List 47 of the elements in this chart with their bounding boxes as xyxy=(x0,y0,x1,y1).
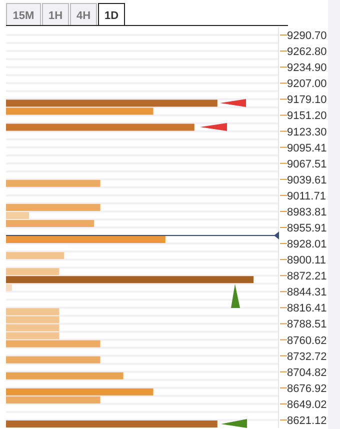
bar xyxy=(6,204,100,211)
bar xyxy=(6,340,100,348)
y-tick-label: 9207.00 xyxy=(287,78,327,90)
y-tick-label: 8732.72 xyxy=(287,350,327,363)
bar xyxy=(6,236,166,244)
y-tick-label: 8704.82 xyxy=(287,366,327,379)
y-tick-label: 9039.61 xyxy=(287,174,327,186)
y-tick-label: 9234.90 xyxy=(287,62,327,74)
bar xyxy=(6,252,64,260)
text: 1H xyxy=(48,10,63,22)
y-tick-label: 8760.62 xyxy=(287,334,327,347)
bar xyxy=(6,108,154,115)
y-tick-label: 8621.12 xyxy=(287,414,327,427)
bar xyxy=(6,372,124,380)
y-tick-label: 9123.30 xyxy=(287,126,327,138)
y-tick-label: 9151.20 xyxy=(287,110,327,122)
y-tick-label: 8900.11 xyxy=(287,254,326,267)
y-tick-label: 8844.31 xyxy=(287,286,327,299)
y-tick-label: 9095.41 xyxy=(287,142,327,154)
y-tick-label: 8928.01 xyxy=(287,238,327,251)
text: 1D xyxy=(104,10,119,22)
bar xyxy=(6,180,100,187)
bar xyxy=(6,284,12,292)
bar xyxy=(6,100,218,107)
bar xyxy=(6,276,254,284)
y-tick-label: 8649.02 xyxy=(287,398,327,411)
bar xyxy=(6,268,60,276)
bar xyxy=(6,356,100,364)
y-tick-label: 8872.21 xyxy=(287,270,327,283)
y-tick-label: 8788.51 xyxy=(287,318,327,331)
bar xyxy=(6,212,30,219)
y-tick-label: 9011.71 xyxy=(287,190,326,202)
y-tick-label: 8983.81 xyxy=(287,206,327,218)
y-tick-label: 8676.92 xyxy=(287,382,327,395)
text: 4H xyxy=(76,10,91,22)
y-tick-label: 9262.80 xyxy=(287,46,327,58)
text: 15M xyxy=(12,10,34,22)
y-tick-label: 8955.91 xyxy=(287,222,327,234)
y-tick-label: 8816.41 xyxy=(287,302,327,315)
y-tick-label: 9179.10 xyxy=(287,94,327,106)
bar xyxy=(6,420,218,428)
bar xyxy=(6,388,154,396)
y-tick-label: 9290.70 xyxy=(287,30,327,42)
bar xyxy=(6,124,194,131)
y-tick-label: 9067.51 xyxy=(287,158,327,170)
bar xyxy=(6,396,100,404)
bar xyxy=(6,220,94,227)
